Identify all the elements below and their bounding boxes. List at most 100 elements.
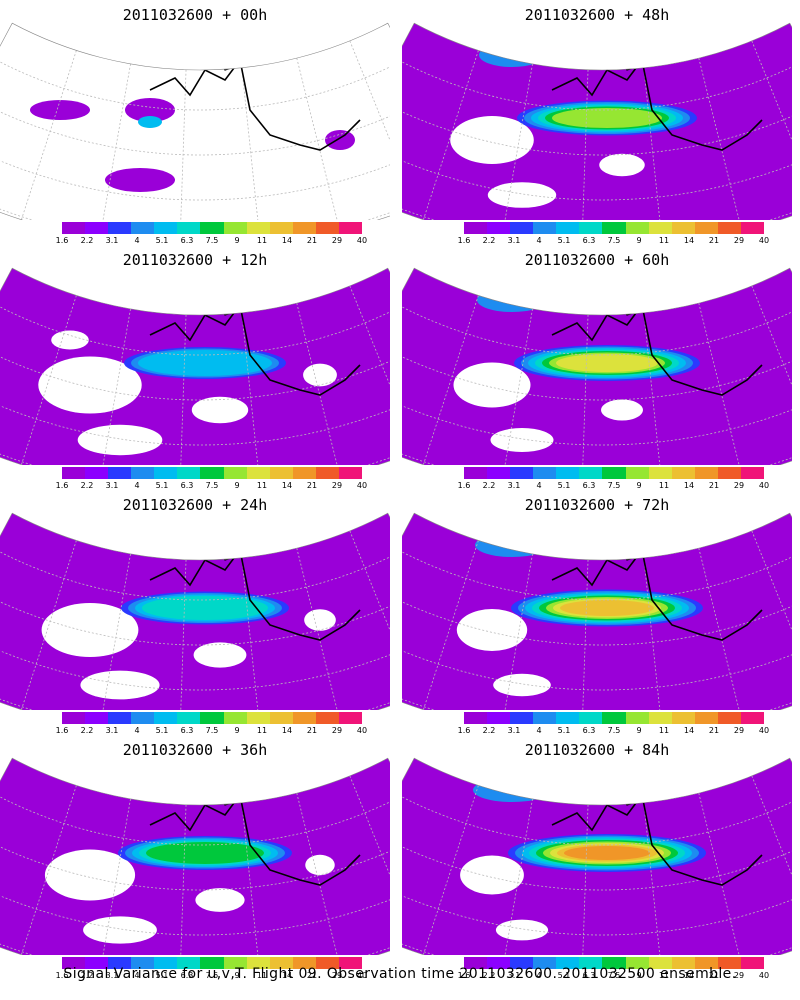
colorbar-label: 5.1 <box>155 481 169 490</box>
colorbar-cell <box>579 467 603 479</box>
colorbar-cell <box>717 957 741 969</box>
colorbar-label: 3.1 <box>507 236 521 245</box>
colorbar-label: 6.3 <box>180 236 194 245</box>
colorbar-cell <box>269 957 293 969</box>
colorbar-label: 1.6 <box>55 971 69 980</box>
panel-title: 2011032600 + 72h <box>524 496 670 514</box>
colorbar-label: 1.6 <box>55 726 69 735</box>
colorbar-label: 3.1 <box>105 481 119 490</box>
colorbar-cell <box>464 957 488 969</box>
colorbar-cell <box>223 957 247 969</box>
colorbar-cell <box>85 712 109 724</box>
colorbar-label: 11 <box>256 481 268 490</box>
map-panel: 2011032600 + 84h 1.6 2.2 3.1 4 5.1 6.3 7.5 9 11 14… <box>402 735 792 980</box>
colorbar-label: 9 <box>234 236 240 245</box>
colorbar-label: 11 <box>658 971 670 980</box>
colorbar-label: 40 <box>356 726 368 735</box>
colorbar-labels: 1.6 2.2 3.1 4 5.1 6.3 7.5 9 11 14 21 29 40 <box>458 971 769 981</box>
colorbar-label: 29 <box>331 971 343 980</box>
colorbar-label: 21 <box>306 236 318 245</box>
colorbar-cell <box>177 957 201 969</box>
colorbar-cell <box>338 957 363 969</box>
colorbar-cell <box>154 222 178 234</box>
colorbar <box>62 222 363 234</box>
colorbar-cell <box>556 712 580 724</box>
colorbar-label: 2.2 <box>80 236 94 245</box>
colorbar-cell <box>292 222 316 234</box>
panel-title: 2011032600 + 60h <box>524 251 670 269</box>
map-panel: 2011032600 + 36h 1.6 2.2 3.1 4 5.1 6.3 7.5 9 11 14… <box>0 735 390 980</box>
colorbar-cell <box>694 467 718 479</box>
colorbar-labels: 1.6 2.2 3.1 4 5.1 6.3 7.5 9 11 14 21 29 40 <box>56 236 367 246</box>
colorbar-label: 6.3 <box>180 971 194 980</box>
colorbar-label: 21 <box>306 481 318 490</box>
colorbar-label: 3.1 <box>507 726 521 735</box>
colorbar-cell <box>625 222 649 234</box>
colorbar-cell <box>648 222 672 234</box>
colorbar-cell <box>269 712 293 724</box>
colorbar-cell <box>200 467 224 479</box>
colorbar-label: 9 <box>636 971 642 980</box>
colorbar-cell <box>338 222 363 234</box>
colorbar-label: 2.2 <box>482 971 496 980</box>
figure-caption: Signal Variance for u,v,T. Flight 09. Ob… <box>63 966 737 982</box>
colorbar-label: 2.2 <box>80 971 94 980</box>
colorbar-label: 11 <box>256 726 268 735</box>
colorbar-cell <box>85 222 109 234</box>
colorbar-cell <box>85 467 109 479</box>
colorbar-label: 40 <box>758 481 770 490</box>
colorbar-cell <box>602 957 626 969</box>
colorbar-cell <box>292 712 316 724</box>
colorbar-label: 9 <box>636 726 642 735</box>
colorbar-label: 9 <box>636 481 642 490</box>
colorbar-label: 4 <box>134 236 140 245</box>
colorbar-label: 4 <box>536 971 542 980</box>
colorbar-label: 7.5 <box>607 236 621 245</box>
colorbar-cell <box>579 222 603 234</box>
colorbar-label: 21 <box>306 971 318 980</box>
colorbar-label: 2.2 <box>80 481 94 490</box>
colorbar-cell <box>131 712 155 724</box>
colorbar <box>464 712 765 724</box>
colorbar-cell <box>740 712 765 724</box>
colorbar-cell <box>556 467 580 479</box>
colorbar-label: 11 <box>658 481 670 490</box>
colorbar-cell <box>108 222 132 234</box>
colorbar-cell <box>671 467 695 479</box>
colorbar-cell <box>292 957 316 969</box>
colorbar-label: 3.1 <box>105 726 119 735</box>
colorbar-label: 21 <box>708 236 720 245</box>
colorbar-label: 1.6 <box>55 481 69 490</box>
colorbar-cell <box>464 712 488 724</box>
colorbar <box>62 957 363 969</box>
polar-map <box>0 512 390 710</box>
colorbar-label: 4 <box>536 726 542 735</box>
colorbar-cell <box>154 467 178 479</box>
colorbar <box>464 957 765 969</box>
colorbar-label: 7.5 <box>607 971 621 980</box>
colorbar-labels: 1.6 2.2 3.1 4 5.1 6.3 7.5 9 11 14 21 29 40 <box>56 726 367 736</box>
colorbar-label: 2.2 <box>482 481 496 490</box>
colorbar-labels: 1.6 2.2 3.1 4 5.1 6.3 7.5 9 11 14 21 29 40 <box>56 971 367 981</box>
colorbar-cell <box>131 957 155 969</box>
colorbar-label: 5.1 <box>557 481 571 490</box>
colorbar-cell <box>131 467 155 479</box>
colorbar-cell <box>648 712 672 724</box>
colorbar-label: 7.5 <box>205 481 219 490</box>
colorbar-label: 14 <box>281 971 293 980</box>
polar-map <box>402 267 792 465</box>
colorbar-label: 9 <box>234 481 240 490</box>
panel-title: 2011032600 + 36h <box>122 741 268 759</box>
colorbar-cell <box>62 222 86 234</box>
panel-title: 2011032600 + 48h <box>524 6 670 24</box>
colorbar-label: 29 <box>331 236 343 245</box>
colorbar-labels: 1.6 2.2 3.1 4 5.1 6.3 7.5 9 11 14 21 29 40 <box>458 236 769 246</box>
colorbar-labels: 1.6 2.2 3.1 4 5.1 6.3 7.5 9 11 14 21 29 40 <box>458 726 769 736</box>
polar-map <box>0 757 390 955</box>
colorbar-label: 3.1 <box>105 971 119 980</box>
colorbar-cell <box>671 957 695 969</box>
colorbar-cell <box>625 467 649 479</box>
colorbar-cell <box>108 957 132 969</box>
colorbar-cell <box>292 467 316 479</box>
